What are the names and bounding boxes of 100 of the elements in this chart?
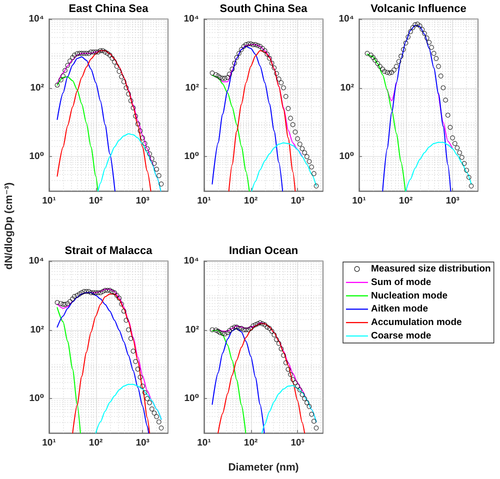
point — [227, 328, 232, 334]
chart-title: Indian Ocean — [228, 245, 298, 257]
point — [218, 74, 222, 80]
point — [93, 50, 98, 54]
point — [110, 56, 115, 61]
point — [267, 326, 272, 331]
point — [274, 71, 279, 76]
point — [264, 324, 270, 330]
point — [246, 41, 251, 46]
point — [105, 50, 110, 56]
point — [408, 29, 413, 34]
point — [236, 50, 242, 56]
chart-title: Volcanic Influence — [370, 3, 466, 15]
point — [248, 326, 254, 331]
x-axis-title: Diameter (nm) — [228, 462, 299, 474]
point — [436, 64, 441, 69]
point — [158, 182, 164, 186]
point — [380, 66, 386, 72]
point — [121, 308, 126, 314]
point — [128, 98, 134, 104]
line-series — [251, 142, 317, 192]
point — [304, 154, 310, 160]
point — [227, 72, 232, 77]
point — [152, 161, 157, 166]
point — [230, 66, 235, 72]
y-tick-label: 10² — [185, 324, 199, 336]
point — [387, 70, 392, 76]
x-tick-label: 10³ — [446, 196, 460, 206]
y-tick-label: 10² — [30, 324, 44, 336]
point — [93, 290, 98, 296]
y-tick-label: 10⁰ — [29, 393, 44, 404]
y-tick-label: 10⁴ — [28, 14, 44, 24]
point — [140, 135, 145, 140]
line-series — [212, 328, 265, 434]
line-series — [405, 142, 472, 192]
point — [276, 341, 282, 346]
point — [133, 114, 138, 119]
point — [281, 352, 286, 358]
point — [225, 330, 230, 336]
y-tick-label: 10⁰ — [29, 151, 44, 162]
legend-label: Coarse mode — [371, 330, 432, 342]
chart-title: South China Sea — [220, 3, 308, 15]
point — [276, 76, 282, 82]
point — [65, 62, 70, 68]
point — [396, 59, 402, 64]
point — [147, 151, 152, 156]
point — [443, 98, 448, 103]
point — [142, 390, 148, 395]
point — [156, 173, 162, 178]
point — [58, 77, 64, 82]
point — [77, 292, 82, 296]
point — [412, 22, 418, 28]
point — [124, 85, 129, 90]
point — [272, 65, 277, 70]
point — [269, 60, 274, 66]
y-tick-label: 10² — [185, 82, 199, 94]
x-tick-label: 10² — [88, 438, 103, 448]
point — [156, 419, 162, 424]
point — [295, 384, 300, 389]
chart-title: East China Sea — [68, 3, 150, 15]
point — [281, 85, 286, 90]
point — [434, 56, 439, 61]
point — [60, 302, 66, 307]
y-axis-title: dN/dlogDp (cm⁻³) — [3, 182, 15, 270]
point — [302, 150, 308, 156]
point — [288, 116, 293, 121]
point — [128, 336, 134, 341]
x-tick-label: 10¹ — [42, 438, 56, 448]
point — [450, 135, 455, 140]
point — [426, 40, 432, 45]
point — [133, 359, 138, 364]
y-tick-label: 10⁰ — [339, 151, 354, 162]
point — [126, 92, 131, 96]
point — [54, 82, 60, 88]
point — [126, 327, 131, 332]
point — [440, 85, 446, 90]
line-series — [366, 54, 406, 192]
point — [144, 396, 150, 402]
x-tick-label: 10³ — [136, 438, 150, 448]
point — [311, 171, 316, 176]
point — [297, 142, 302, 147]
x-tick-label: 10³ — [136, 196, 150, 206]
point — [107, 52, 112, 58]
point — [382, 68, 387, 74]
point — [377, 64, 382, 69]
point — [406, 34, 411, 40]
point — [262, 48, 268, 54]
point — [102, 50, 108, 54]
point — [140, 384, 145, 389]
point — [452, 141, 458, 146]
point — [459, 154, 464, 160]
point — [253, 42, 258, 48]
point — [269, 328, 274, 334]
point — [77, 50, 82, 56]
point — [138, 374, 143, 380]
point — [292, 130, 298, 134]
point — [283, 360, 288, 366]
point — [82, 289, 86, 294]
y-tick-label: 10⁴ — [184, 256, 200, 266]
point — [119, 302, 124, 307]
